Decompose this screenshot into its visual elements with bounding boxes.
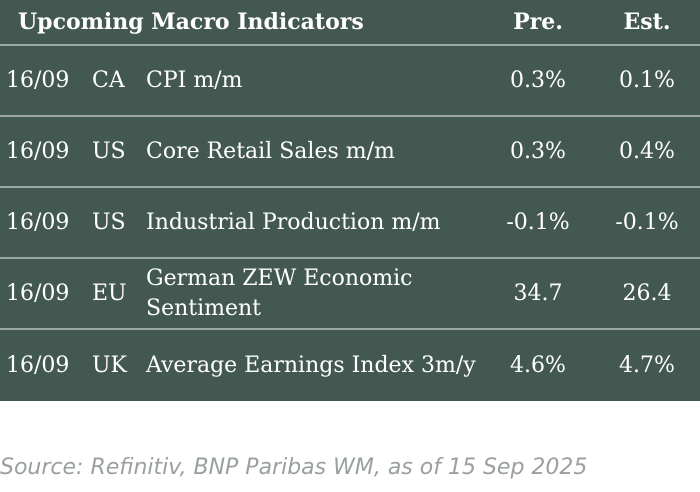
indicator-cell: Industrial Production m/m: [146, 209, 441, 235]
country-cell: US: [92, 139, 126, 164]
indicator-cell: Average Earnings Index 3m/y: [146, 352, 476, 378]
country-cell: UK: [92, 353, 127, 378]
estimate-value-cell: -0.1%: [615, 210, 679, 235]
macro-indicators-table: Upcoming Macro Indicators Pre. Est. 16/0…: [0, 0, 700, 401]
estimate-value-cell: 26.4: [622, 281, 672, 306]
source-note: Source: Refinitiv, BNP Paribas WM, as of…: [0, 455, 588, 480]
country-cell: CA: [92, 68, 125, 93]
previous-value-cell: -0.1%: [506, 210, 570, 235]
table-row: 16/09 UK Average Earnings Index 3m/y 4.6…: [0, 330, 700, 401]
indicator-cell: Core Retail Sales m/m: [146, 138, 395, 164]
indicator-cell: CPI m/m: [146, 67, 243, 93]
table-row: 16/09 CA CPI m/m 0.3% 0.1%: [0, 46, 700, 117]
table-header: Upcoming Macro Indicators Pre. Est.: [0, 0, 700, 46]
estimate-value-cell: 0.1%: [619, 68, 675, 93]
table-row: 16/09 US Industrial Production m/m -0.1%…: [0, 188, 700, 259]
estimate-value-cell: 0.4%: [619, 139, 675, 164]
country-cell: US: [92, 210, 126, 235]
table-row: 16/09 US Core Retail Sales m/m 0.3% 0.4%: [0, 117, 700, 188]
previous-value-cell: 4.6%: [510, 353, 566, 378]
table-row: 16/09 EU German ZEW Economic Sentiment 3…: [0, 259, 700, 330]
date-cell: 16/09: [6, 139, 70, 164]
table-title: Upcoming Macro Indicators: [18, 9, 364, 35]
country-cell: EU: [92, 281, 127, 306]
column-header-pre: Pre.: [513, 9, 563, 35]
previous-value-cell: 0.3%: [510, 139, 566, 164]
previous-value-cell: 34.7: [513, 281, 563, 306]
date-cell: 16/09: [6, 68, 70, 93]
indicator-cell: German ZEW Economic Sentiment: [146, 265, 413, 321]
date-cell: 16/09: [6, 210, 70, 235]
previous-value-cell: 0.3%: [510, 68, 566, 93]
date-cell: 16/09: [6, 281, 70, 306]
estimate-value-cell: 4.7%: [619, 353, 675, 378]
date-cell: 16/09: [6, 353, 70, 378]
column-header-est: Est.: [623, 9, 671, 35]
